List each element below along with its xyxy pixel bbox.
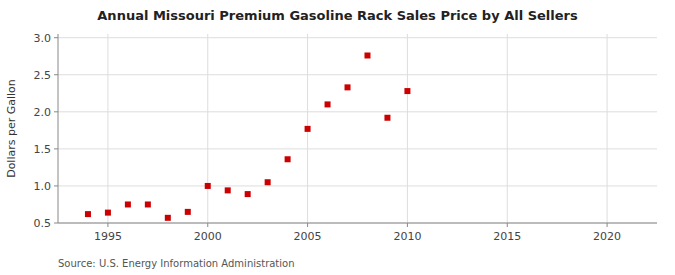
point	[225, 187, 231, 193]
grid-line	[607, 34, 608, 223]
tick-label: 0.5	[34, 217, 52, 230]
grid-line	[58, 185, 657, 186]
point	[185, 209, 191, 215]
tick-label: 2.0	[34, 106, 52, 119]
tick-label: 2000	[194, 230, 222, 243]
point	[285, 156, 291, 162]
tick-label: 1.0	[34, 180, 52, 193]
tick-label: 2.5	[34, 69, 52, 82]
point	[85, 211, 91, 217]
tick-mark	[54, 74, 58, 75]
tick-mark	[107, 223, 108, 227]
tick-mark	[207, 223, 208, 227]
chart: Annual Missouri Premium Gasoline Rack Sa…	[0, 0, 675, 275]
point	[384, 115, 390, 121]
tick-mark	[607, 223, 608, 227]
point	[105, 210, 111, 216]
point	[165, 215, 171, 221]
points	[85, 52, 410, 220]
grid-line	[58, 74, 657, 75]
tick-mark	[407, 223, 408, 227]
point	[325, 101, 331, 107]
tick-label: 2005	[294, 230, 322, 243]
tick-mark	[54, 148, 58, 149]
tick-mark	[307, 223, 308, 227]
x-axis-line	[58, 223, 657, 224]
grid-line	[407, 34, 408, 223]
tick-label: 3.0	[34, 32, 52, 45]
grid-line	[207, 34, 208, 223]
tick-label: 2020	[593, 230, 621, 243]
grid-line	[58, 148, 657, 149]
point	[364, 52, 370, 58]
grid	[58, 34, 657, 223]
grid-line	[58, 111, 657, 112]
tick-mark	[54, 223, 58, 224]
point	[305, 126, 311, 132]
grid-line	[58, 223, 657, 224]
source-note: Source: U.S. Energy Information Administ…	[58, 258, 295, 269]
tick-mark	[54, 185, 58, 186]
point	[404, 88, 410, 94]
grid-line	[58, 37, 657, 38]
point	[345, 84, 351, 90]
tick-label: 1.5	[34, 143, 52, 156]
tick-label: 1995	[94, 230, 122, 243]
y-axis-label: Dollars per Gallon	[5, 79, 18, 178]
point	[245, 191, 251, 197]
grid-line	[507, 34, 508, 223]
y-axis-line	[58, 34, 59, 223]
tick-mark	[54, 111, 58, 112]
tick-mark	[507, 223, 508, 227]
point	[205, 183, 211, 189]
title: Annual Missouri Premium Gasoline Rack Sa…	[97, 8, 578, 23]
grid-line	[107, 34, 108, 223]
point	[125, 201, 131, 207]
tick-label: 2015	[493, 230, 521, 243]
tick-label: 2010	[393, 230, 421, 243]
tick-mark	[54, 37, 58, 38]
point	[265, 179, 271, 185]
point	[145, 201, 151, 207]
